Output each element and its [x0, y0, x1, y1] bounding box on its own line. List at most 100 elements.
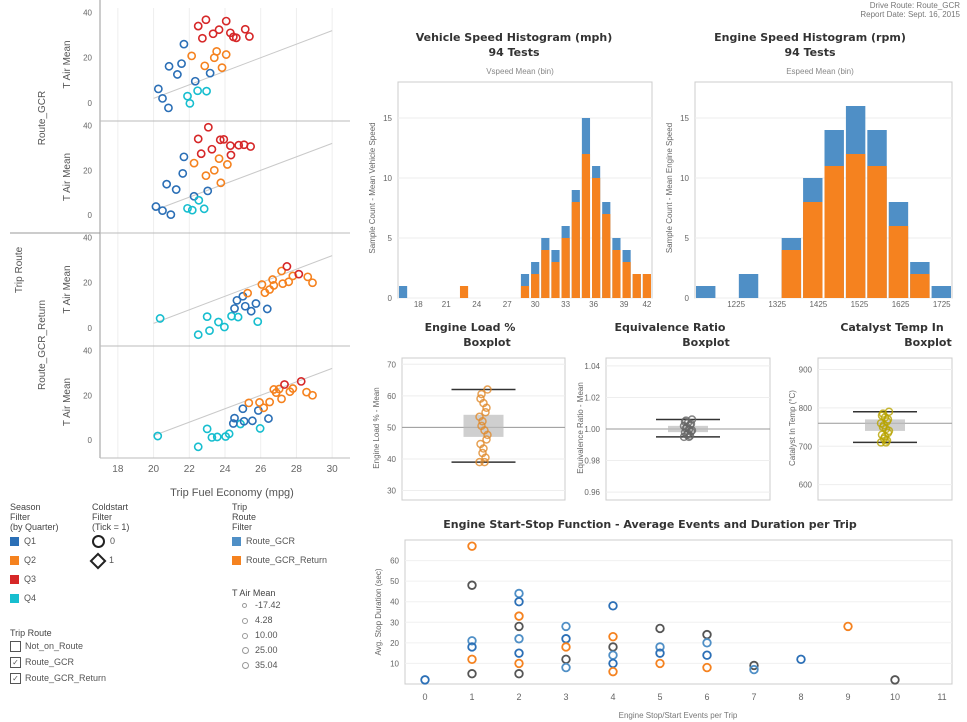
- data-point: [193, 330, 203, 340]
- y-tick-label: 5: [685, 234, 690, 243]
- data-point: [282, 262, 292, 271]
- legend-trf-item[interactable]: Route_GCR_Return: [232, 551, 342, 570]
- data-point: [296, 376, 306, 386]
- data-point: [228, 419, 238, 428]
- legend-season-label: Q2: [24, 555, 37, 565]
- data-point: [212, 46, 222, 56]
- data-point: [230, 413, 239, 423]
- data-point: [561, 634, 571, 644]
- data-point: [240, 24, 250, 34]
- legend-season-title-1: Season: [10, 502, 41, 512]
- legend-trip-route-filter: Trip Route Filter Route_GCR Route_GCR_Re…: [232, 502, 342, 570]
- data-point: [514, 634, 524, 644]
- legend-season-label: Q4: [24, 593, 37, 603]
- scatter-panels: 40 20 0 T Air Mean 40 20 0 T Air Mean 40 20 0 T Air…: [10, 0, 350, 475]
- data-point: [608, 601, 618, 611]
- y-tick-label: 600: [799, 481, 813, 490]
- data-point: [199, 204, 209, 214]
- x-tick-label: 26: [255, 464, 267, 475]
- legend-season-label: Q1: [24, 536, 37, 546]
- bar-engine-q2: [803, 202, 823, 298]
- hist-speed-subtitle: 94 Tests: [489, 46, 540, 59]
- data-point: [244, 32, 254, 41]
- data-point: [234, 140, 244, 150]
- legend-tair-label: 25.00: [255, 645, 278, 655]
- plot-frame: [404, 539, 953, 685]
- data-point: [209, 165, 219, 175]
- header-report-date: Report Date: Sept. 16, 2015: [860, 10, 960, 19]
- data-point: [878, 422, 888, 432]
- box-cat-subtitle: Boxplot: [904, 336, 952, 349]
- data-point: [158, 94, 167, 103]
- legend-trf-item[interactable]: Route_GCR: [232, 532, 342, 551]
- data-point: [277, 394, 286, 404]
- data-point: [269, 281, 279, 290]
- data-point: [230, 304, 239, 313]
- y-tick-label: 1.02: [584, 393, 600, 402]
- panel-axis-label: T Air Mean: [62, 265, 73, 313]
- size-icon: [242, 647, 249, 655]
- data-point: [190, 76, 200, 86]
- scatter-xlabel: Trip Fuel Economy (mpg): [170, 487, 294, 499]
- checkbox-empty-icon[interactable]: [10, 641, 21, 653]
- legend-season-item[interactable]: Q1: [10, 532, 80, 551]
- data-point: [201, 15, 211, 25]
- bar-speed-q2: [459, 286, 469, 298]
- bar-speed-q2: [632, 274, 641, 298]
- data-point: [202, 424, 212, 434]
- bar-speed-q2: [551, 262, 560, 298]
- data-point: [244, 398, 254, 408]
- box-load: [463, 414, 504, 437]
- bar-speed-q2: [602, 214, 611, 298]
- data-point: [203, 186, 213, 196]
- legend-season-title-2: Filter: [10, 512, 30, 522]
- legend-season-item[interactable]: Q4: [10, 589, 80, 608]
- checkbox-checked-icon[interactable]: ✓: [10, 657, 21, 669]
- data-point: [483, 385, 492, 394]
- data-point: [482, 435, 491, 444]
- data-point: [208, 29, 218, 39]
- data-point: [225, 28, 235, 38]
- y-tick-label: 800: [799, 404, 813, 413]
- startstop-xlabel: Engine Stop/Start Events per Trip: [619, 711, 738, 720]
- legend-trip-route-label: Route_GCR: [25, 657, 75, 667]
- data-point: [171, 185, 181, 194]
- y-tick-label: 0.98: [584, 457, 600, 466]
- checkbox-checked-icon[interactable]: ✓: [10, 673, 21, 685]
- x-tick-label: 39: [620, 300, 629, 309]
- bar-speed-q2: [541, 250, 550, 298]
- bar-speed-q2: [622, 262, 631, 298]
- data-point: [251, 299, 261, 308]
- y-tick-label: 40: [387, 455, 396, 464]
- data-point: [684, 432, 694, 442]
- panel-axis-label: T Air Mean: [62, 378, 73, 426]
- legend-season-item[interactable]: Q3: [10, 570, 80, 589]
- legend-trip-route: Trip Route Not_on_Route ✓ Route_GCR ✓ Rout…: [10, 628, 160, 686]
- trend-line: [153, 367, 333, 437]
- legend-season-item[interactable]: Q2: [10, 551, 80, 570]
- legend-coldstart-item[interactable]: 1: [89, 551, 162, 570]
- data-point: [151, 202, 161, 211]
- data-point: [882, 417, 892, 426]
- legend-coldstart-item[interactable]: 0: [92, 532, 162, 551]
- data-point: [222, 160, 232, 169]
- hist-speed-note: Vspeed Mean (bin): [486, 67, 554, 76]
- legend-trip-route-label: Not_on_Route: [25, 641, 84, 651]
- y-tick-label: 30: [390, 618, 399, 627]
- data-point: [196, 149, 206, 159]
- data-point: [514, 669, 524, 679]
- data-point: [514, 648, 524, 658]
- data-point: [153, 431, 163, 441]
- data-point: [877, 411, 887, 420]
- data-point: [608, 650, 618, 660]
- x-tick-label: 8: [798, 692, 803, 702]
- x-tick-label: 10: [890, 692, 900, 702]
- legend-trip-route-item[interactable]: ✓ Route_GCR: [10, 654, 160, 670]
- data-point: [702, 662, 712, 673]
- data-point: [561, 621, 571, 632]
- x-tick-label: 4: [610, 692, 615, 702]
- legend-trip-route-item[interactable]: ✓ Route_GCR_Return: [10, 670, 160, 686]
- legend-trip-route-item[interactable]: Not_on_Route: [10, 638, 160, 654]
- data-point: [219, 322, 229, 332]
- trend-line: [153, 142, 333, 212]
